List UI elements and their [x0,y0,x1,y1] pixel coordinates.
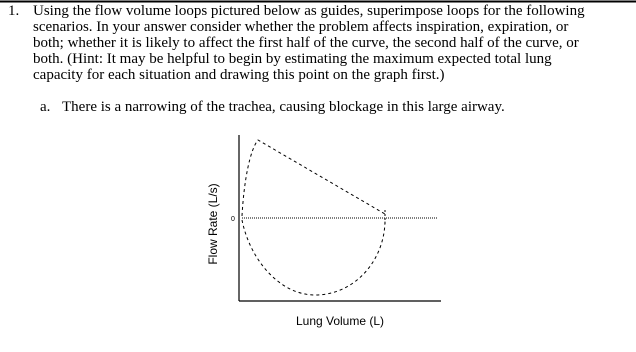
question-line: both. (Hint: It may be helpful to begin … [33,51,552,67]
zero-label: 0 [231,216,235,223]
question-line: scenarios. In your answer consider wheth… [33,19,568,35]
question-line: both; whether it is likely to affect the… [33,35,579,51]
question-number: 1. [8,3,19,19]
diagram: 0 Flow Rate (L/s) Lung Volume (L) [206,135,441,328]
x-axis-label: Lung Volume (L) [296,314,384,328]
question-line: capacity for each situation and drawing … [33,67,445,83]
y-axis-label: Flow Rate (L/s) [206,183,220,264]
part-letter: a. [40,99,50,115]
question-line: Using the flow volume loops pictured bel… [33,3,585,19]
part-text: There is a narrowing of the trachea, cau… [62,99,505,115]
inspiration-curve [241,219,386,296]
expiration-curve [241,139,386,217]
question-text: Using the flow volume loops pictured bel… [33,3,585,83]
